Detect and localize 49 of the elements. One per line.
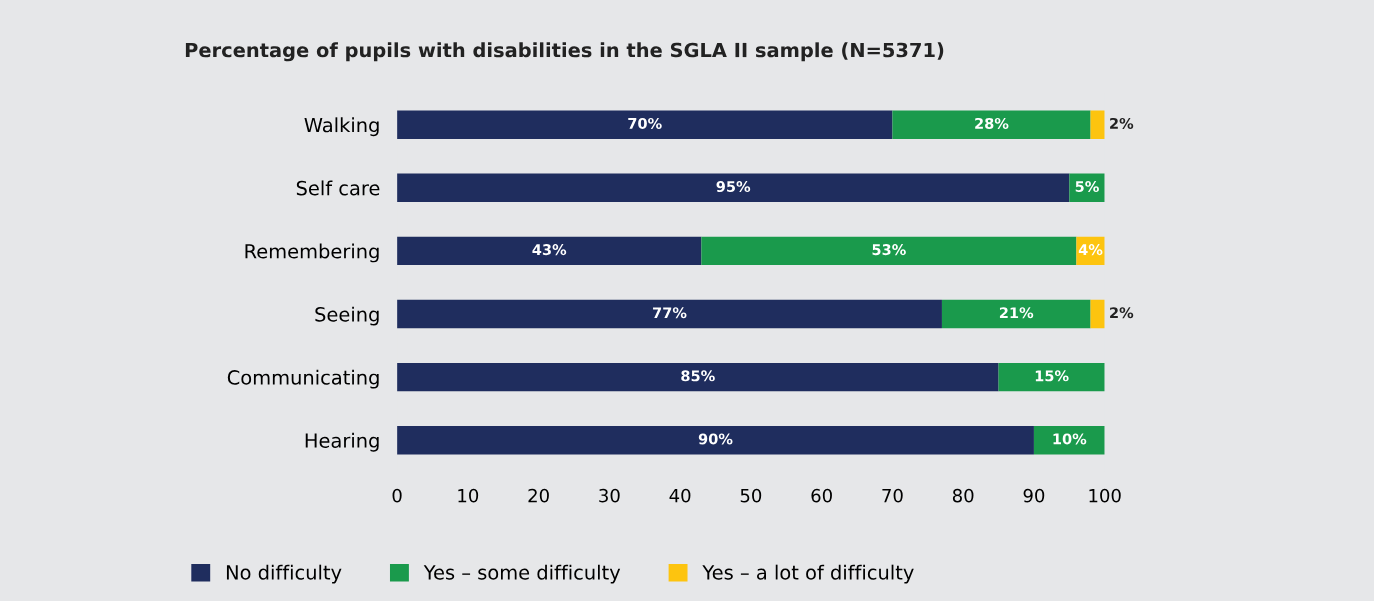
x-tick-label: 20 bbox=[528, 488, 549, 503]
data-label: 85% bbox=[681, 370, 715, 382]
x-tick-label: 80 bbox=[952, 488, 974, 503]
x-tick-label: 60 bbox=[811, 488, 832, 503]
y-tick-label: Walking bbox=[304, 117, 379, 137]
x-tick-label: 30 bbox=[599, 488, 620, 503]
x-tick-label: 50 bbox=[740, 488, 762, 503]
bar bbox=[397, 362, 999, 392]
data-label: 70% bbox=[628, 117, 662, 129]
data-label: 4% bbox=[1078, 244, 1103, 256]
x-tick-label: 40 bbox=[669, 488, 691, 503]
bar bbox=[1033, 426, 1105, 455]
x-tick-label: 0 bbox=[392, 488, 402, 503]
data-label: 90% bbox=[698, 433, 733, 445]
y-tick-label: Hearing bbox=[305, 432, 379, 452]
y-tick-label: Remembering bbox=[245, 243, 379, 263]
x-tick-label: 100 bbox=[1089, 488, 1121, 503]
legend-label: Yes – some difficulty bbox=[423, 564, 621, 584]
data-label: 77% bbox=[653, 307, 687, 319]
data-label: 43% bbox=[532, 244, 567, 256]
bar bbox=[397, 110, 893, 139]
data-label: 21% bbox=[999, 307, 1034, 319]
chart-title: Percentage of pupils with disabilities in the SGLA II sample (N=5371) bbox=[185, 42, 944, 62]
bar bbox=[397, 236, 702, 266]
y-tick-label: Communicating bbox=[227, 369, 379, 389]
data-label: 10% bbox=[1053, 433, 1087, 445]
legend-label: No difficulty bbox=[226, 564, 342, 584]
legend-label: Yes – a lot of difficulty bbox=[702, 564, 914, 584]
bar bbox=[397, 173, 1070, 203]
x-tick-label: 90 bbox=[1023, 488, 1045, 503]
bar bbox=[998, 362, 1105, 392]
data-label: 15% bbox=[1035, 370, 1069, 382]
data-label: 95% bbox=[716, 181, 751, 193]
x-tick-label: 70 bbox=[882, 488, 903, 503]
y-tick-label: Seeing bbox=[315, 306, 379, 326]
bar bbox=[941, 299, 1091, 329]
data-label: 53% bbox=[872, 244, 906, 256]
bar bbox=[397, 299, 942, 329]
bar bbox=[1090, 110, 1105, 139]
x-tick-label: 10 bbox=[458, 488, 479, 503]
bar bbox=[892, 110, 1091, 139]
data-label: 2% bbox=[1110, 307, 1134, 319]
bar bbox=[701, 236, 1077, 266]
bar bbox=[397, 426, 1034, 455]
y-tick-label: Self care bbox=[296, 180, 380, 196]
data-label: 2% bbox=[1110, 117, 1134, 129]
data-label: 5% bbox=[1075, 181, 1099, 193]
data-label: 28% bbox=[975, 117, 1009, 129]
bar bbox=[1090, 299, 1105, 329]
